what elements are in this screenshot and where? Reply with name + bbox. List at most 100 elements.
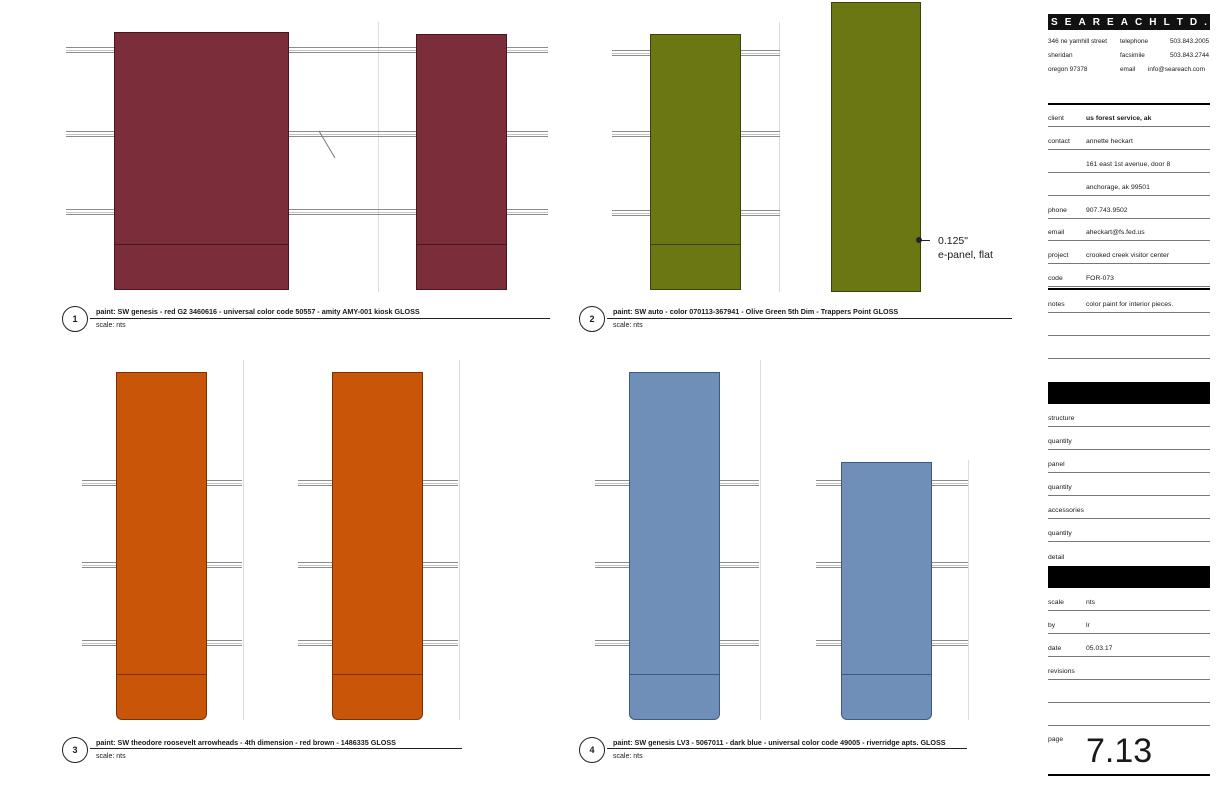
telephone-label: telephone: [1120, 38, 1149, 45]
address-street: 346 ne yamhill street: [1048, 38, 1107, 45]
panel-label: panel: [1048, 461, 1065, 468]
e-panel-flat: [831, 2, 921, 292]
email-value: aheckart@fs.fed.us: [1086, 229, 1145, 236]
code-label: code: [1048, 275, 1063, 282]
logo-letter: S: [1051, 16, 1058, 28]
caption-underline: [90, 318, 550, 319]
revisions-blank-row: [1048, 703, 1210, 726]
scale-note: scale: nts: [613, 753, 643, 760]
scale-value: nts: [1086, 599, 1096, 606]
logo-letter: L: [1163, 16, 1170, 28]
panel-divider: [114, 244, 289, 245]
logo-letter: D: [1189, 16, 1198, 28]
rail: [66, 47, 548, 53]
paint-caption: paint: SW auto - color 070113-367941 - O…: [613, 307, 899, 316]
date-value: 05.03.17: [1086, 645, 1113, 652]
email-row: email aheckart@fs.fed.us: [1048, 219, 1210, 241]
address-state-zip: oregon 97378: [1048, 66, 1088, 73]
code-value: FOR-073: [1086, 275, 1114, 282]
email-value: info@seareach.com: [1148, 66, 1205, 73]
paint-caption: paint: SW genesis - red G2 3460616 - uni…: [96, 307, 420, 316]
panel-row: panel: [1048, 450, 1210, 473]
panel-divider: [650, 244, 741, 245]
revisions-row: revisions: [1048, 657, 1210, 680]
panel-divider: [841, 674, 932, 675]
logo-letter: H: [1149, 16, 1157, 28]
divider: [1048, 774, 1210, 776]
client-label: client: [1048, 115, 1064, 122]
drawing-number-badge: 2: [579, 306, 605, 332]
guide-line: [779, 22, 780, 292]
panel-divider: [332, 674, 423, 675]
drawing-number-badge: 1: [62, 306, 88, 332]
guide-line: [968, 460, 969, 720]
phone-value: 907.743.9502: [1086, 207, 1128, 214]
caption-underline: [90, 748, 462, 749]
panel-note: 0.125" e-panel, flat: [938, 234, 993, 262]
panel-divider: [416, 244, 507, 245]
quantity-label: quantity: [1048, 530, 1072, 537]
panel-left: [629, 372, 720, 720]
leader-line: [920, 240, 930, 241]
address-row-2: anchorage, ak 99501: [1048, 173, 1210, 196]
client-value: us forest service, ak: [1086, 115, 1152, 122]
facsimile-value: 503.843.2744: [1170, 52, 1210, 59]
panel-right: [416, 34, 507, 290]
panel-left: [650, 34, 741, 290]
project-row: project crooked creek visitor center: [1048, 241, 1210, 264]
scale-label: scale: [1048, 599, 1064, 606]
paint-caption: paint: SW genesis LV3 - 5067011 - dark b…: [613, 738, 946, 747]
panel-left: [114, 32, 289, 290]
e-panel-note-text: 0.125" e-panel, flat: [938, 235, 993, 261]
rail: [66, 131, 548, 137]
leader-line: [318, 130, 336, 159]
quantity-label: quantity: [1048, 438, 1072, 445]
divider: [1048, 103, 1210, 105]
logo-letter: E: [1064, 16, 1072, 28]
notes-row: notes color paint for interior pieces.: [1048, 290, 1210, 313]
leader-dot: [916, 237, 922, 243]
drawing-number-badge: 3: [62, 737, 88, 763]
quantity-row: quantity: [1048, 473, 1210, 496]
date-row: date 05.03.17: [1048, 634, 1210, 657]
address-city: sheridan: [1048, 52, 1073, 59]
logo-letter: T: [1176, 16, 1183, 28]
address-line-1: 161 east 1st avenue, door 8: [1086, 161, 1171, 168]
scale-note: scale: nts: [96, 322, 126, 329]
revisions-blank-row: [1048, 680, 1210, 703]
project-value: crooked creek visitor center: [1086, 252, 1170, 259]
panel-divider: [629, 674, 720, 675]
guide-line: [378, 22, 379, 292]
contact-value: annette heckart: [1086, 138, 1133, 145]
logo-letter: R: [1092, 16, 1100, 28]
divider: [1048, 288, 1210, 290]
by-value: lr: [1086, 622, 1090, 629]
telephone-value: 503.843.2005: [1170, 38, 1210, 45]
guide-line: [459, 360, 460, 720]
notes-value: color paint for interior pieces.: [1086, 301, 1174, 308]
notes-blank-row: [1048, 336, 1210, 359]
code-row: code FOR-073: [1048, 264, 1210, 287]
by-label: by: [1048, 622, 1056, 629]
address-row-1: 161 east 1st avenue, door 8: [1048, 150, 1210, 173]
revisions-label: revisions: [1048, 668, 1075, 675]
detail-label: detail: [1048, 554, 1065, 561]
scale-note: scale: nts: [96, 753, 126, 760]
contact-label: contact: [1048, 138, 1070, 145]
project-label: project: [1048, 252, 1069, 259]
paint-caption: paint: SW theodore roosevelt arrowheads …: [96, 738, 396, 747]
client-row: client us forest service, ak: [1048, 105, 1210, 127]
detail-row: detail: [1048, 542, 1210, 565]
facsimile-label: facsimile: [1120, 52, 1145, 59]
quantity-label: quantity: [1048, 484, 1072, 491]
structure-label: structure: [1048, 415, 1075, 422]
quantity-row: quantity: [1048, 427, 1210, 450]
rail: [66, 209, 548, 215]
guide-line: [243, 360, 244, 720]
caption-underline: [607, 318, 1012, 319]
caption-underline: [607, 748, 967, 749]
logo-letter: .: [1204, 16, 1207, 28]
page-number: 7.13: [1086, 732, 1153, 770]
